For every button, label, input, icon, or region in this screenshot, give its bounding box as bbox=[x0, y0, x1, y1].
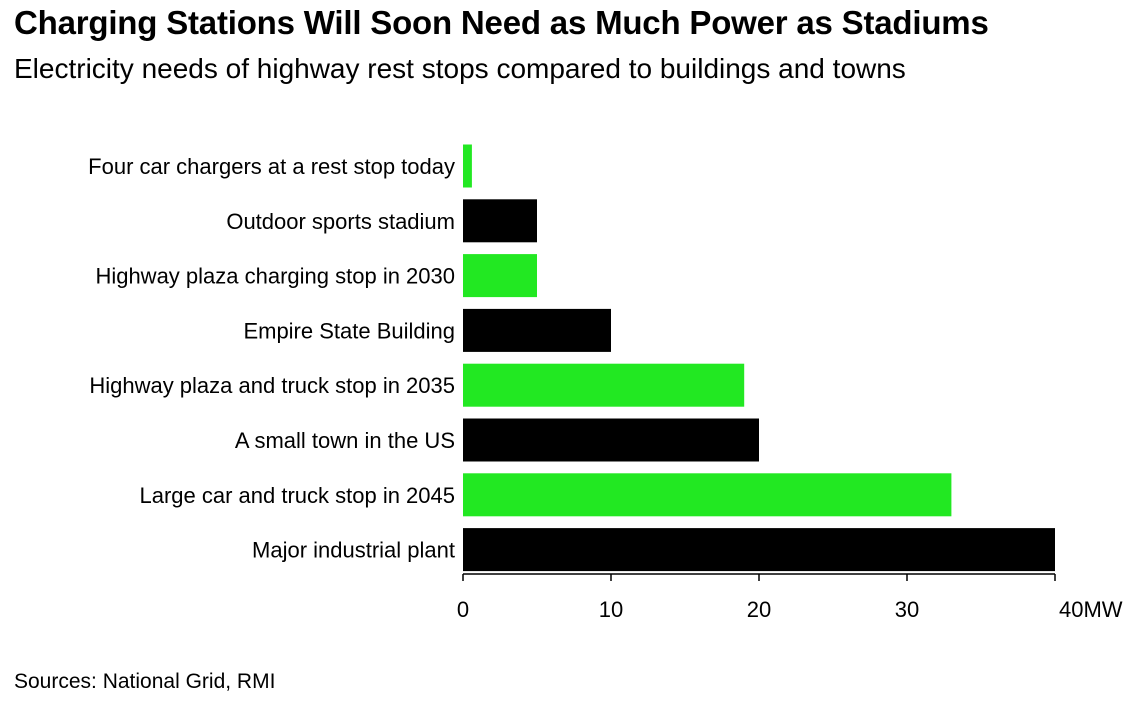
category-label: Empire State Building bbox=[243, 318, 455, 343]
category-label: Large car and truck stop in 2045 bbox=[139, 483, 455, 508]
bar bbox=[463, 254, 537, 298]
bar bbox=[463, 528, 1055, 572]
bar bbox=[463, 363, 745, 407]
chart-title: Charging Stations Will Soon Need as Much… bbox=[14, 4, 989, 41]
x-tick-label: 20 bbox=[747, 597, 771, 622]
bar bbox=[463, 308, 611, 352]
bar bbox=[463, 418, 759, 462]
source-note: Sources: National Grid, RMI bbox=[14, 670, 276, 693]
category-label: Four car chargers at a rest stop today bbox=[88, 154, 455, 179]
category-label: Highway plaza charging stop in 2030 bbox=[95, 264, 455, 289]
bar bbox=[463, 473, 952, 517]
category-labels: Four car chargers at a rest stop today Ou… bbox=[88, 154, 455, 563]
bars-layer bbox=[463, 144, 1055, 572]
category-label: A small town in the US bbox=[235, 428, 455, 453]
bar bbox=[463, 199, 537, 243]
category-label: Outdoor sports stadium bbox=[226, 209, 455, 234]
category-label: Highway plaza and truck stop in 2035 bbox=[89, 373, 455, 398]
x-tick-label: 10 bbox=[599, 597, 623, 622]
category-label: Major industrial plant bbox=[252, 538, 455, 563]
x-tick-label: 40MW bbox=[1059, 597, 1123, 622]
x-tick-label: 0 bbox=[457, 597, 469, 622]
x-tick-label: 30 bbox=[895, 597, 919, 622]
chart-subtitle: Electricity needs of highway rest stops … bbox=[14, 53, 906, 84]
x-axis: 0 10 20 30 40MW bbox=[457, 573, 1123, 622]
bar bbox=[463, 144, 472, 188]
